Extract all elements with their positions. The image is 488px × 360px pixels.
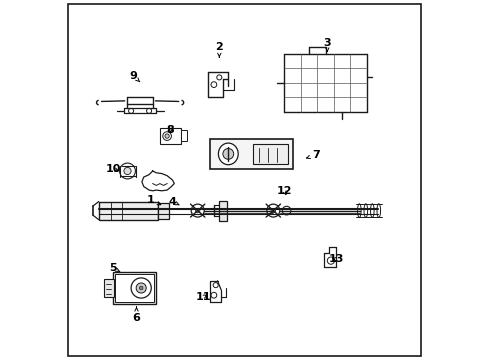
Bar — [104, 279, 114, 297]
Circle shape — [120, 163, 135, 179]
Ellipse shape — [376, 204, 380, 217]
Text: 2: 2 — [215, 42, 223, 57]
Circle shape — [223, 148, 233, 159]
Text: 8: 8 — [166, 125, 174, 135]
Bar — [210, 139, 292, 169]
Circle shape — [146, 108, 151, 113]
Circle shape — [216, 75, 222, 80]
Text: 1: 1 — [147, 195, 161, 205]
Circle shape — [164, 134, 169, 138]
Circle shape — [191, 204, 204, 217]
Text: 11: 11 — [195, 292, 210, 302]
Text: 7: 7 — [306, 150, 320, 160]
Ellipse shape — [218, 143, 238, 165]
Bar — [158, 203, 168, 219]
Circle shape — [282, 206, 290, 215]
Text: 13: 13 — [328, 254, 343, 264]
Circle shape — [131, 278, 151, 298]
Circle shape — [326, 257, 334, 264]
Ellipse shape — [357, 204, 361, 217]
Ellipse shape — [363, 204, 367, 217]
Text: 6: 6 — [132, 307, 140, 323]
Text: 10: 10 — [105, 164, 121, 174]
Bar — [115, 274, 154, 302]
Bar — [219, 201, 226, 221]
Ellipse shape — [370, 204, 373, 217]
Circle shape — [266, 204, 279, 217]
Bar — [181, 130, 186, 141]
Circle shape — [136, 283, 146, 293]
Circle shape — [139, 286, 142, 290]
Text: 4: 4 — [168, 197, 179, 207]
Bar — [113, 272, 156, 304]
Circle shape — [195, 208, 200, 213]
Circle shape — [270, 208, 275, 213]
Circle shape — [213, 283, 218, 288]
Text: 9: 9 — [129, 71, 140, 82]
Text: 3: 3 — [323, 38, 330, 51]
Circle shape — [163, 132, 171, 140]
Bar — [253, 144, 287, 164]
Text: 5: 5 — [109, 263, 120, 273]
Circle shape — [123, 167, 131, 175]
Circle shape — [211, 82, 216, 87]
Circle shape — [211, 292, 216, 298]
Text: 12: 12 — [276, 186, 291, 196]
Bar — [160, 128, 181, 144]
Bar — [99, 202, 158, 220]
Circle shape — [128, 108, 133, 113]
